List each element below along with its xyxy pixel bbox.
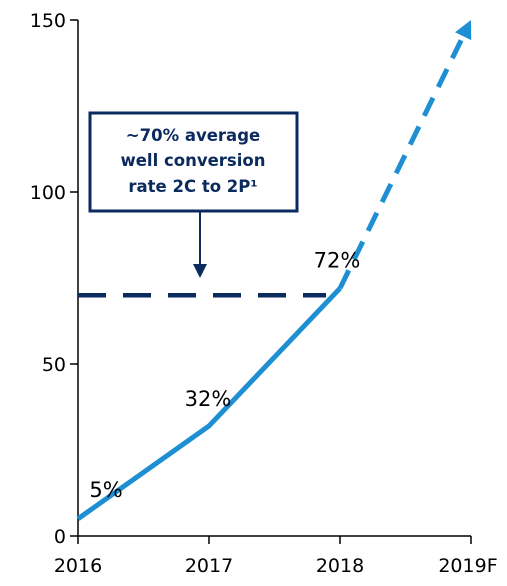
axes: 0 50 100 150 2016 2017 2018 2019F: [30, 10, 498, 577]
data-label: 5%: [89, 478, 122, 502]
data-label: 72%: [314, 248, 361, 272]
y-tick-label: 150: [30, 10, 66, 32]
x-tick-label: 2016: [54, 555, 102, 577]
forecast-arrowhead: [455, 20, 472, 41]
data-label-group: 5% 32% 72%: [89, 248, 360, 501]
series-line-forecast: [337, 35, 466, 290]
x-tick-label: 2017: [185, 555, 233, 577]
y-tick-label: 100: [30, 182, 66, 204]
x-tick-label: 2018: [316, 555, 364, 577]
annotation-line-1: ~70% average: [126, 126, 260, 145]
series-group: [76, 20, 472, 521]
data-label: 32%: [185, 387, 232, 411]
y-tick-label: 0: [54, 526, 66, 548]
annotation-line-3: rate 2C to 2P¹: [128, 177, 257, 196]
x-tick-label: 2019F: [438, 555, 497, 577]
y-tick-label: 50: [42, 354, 66, 376]
annotation-arrowhead: [193, 264, 207, 278]
series-line-actual: [76, 286, 342, 521]
annotation-box: [88, 111, 299, 213]
annotation-line-2: well conversion: [121, 151, 266, 170]
annotation-group: ~70% average well conversion rate 2C to …: [88, 111, 299, 278]
